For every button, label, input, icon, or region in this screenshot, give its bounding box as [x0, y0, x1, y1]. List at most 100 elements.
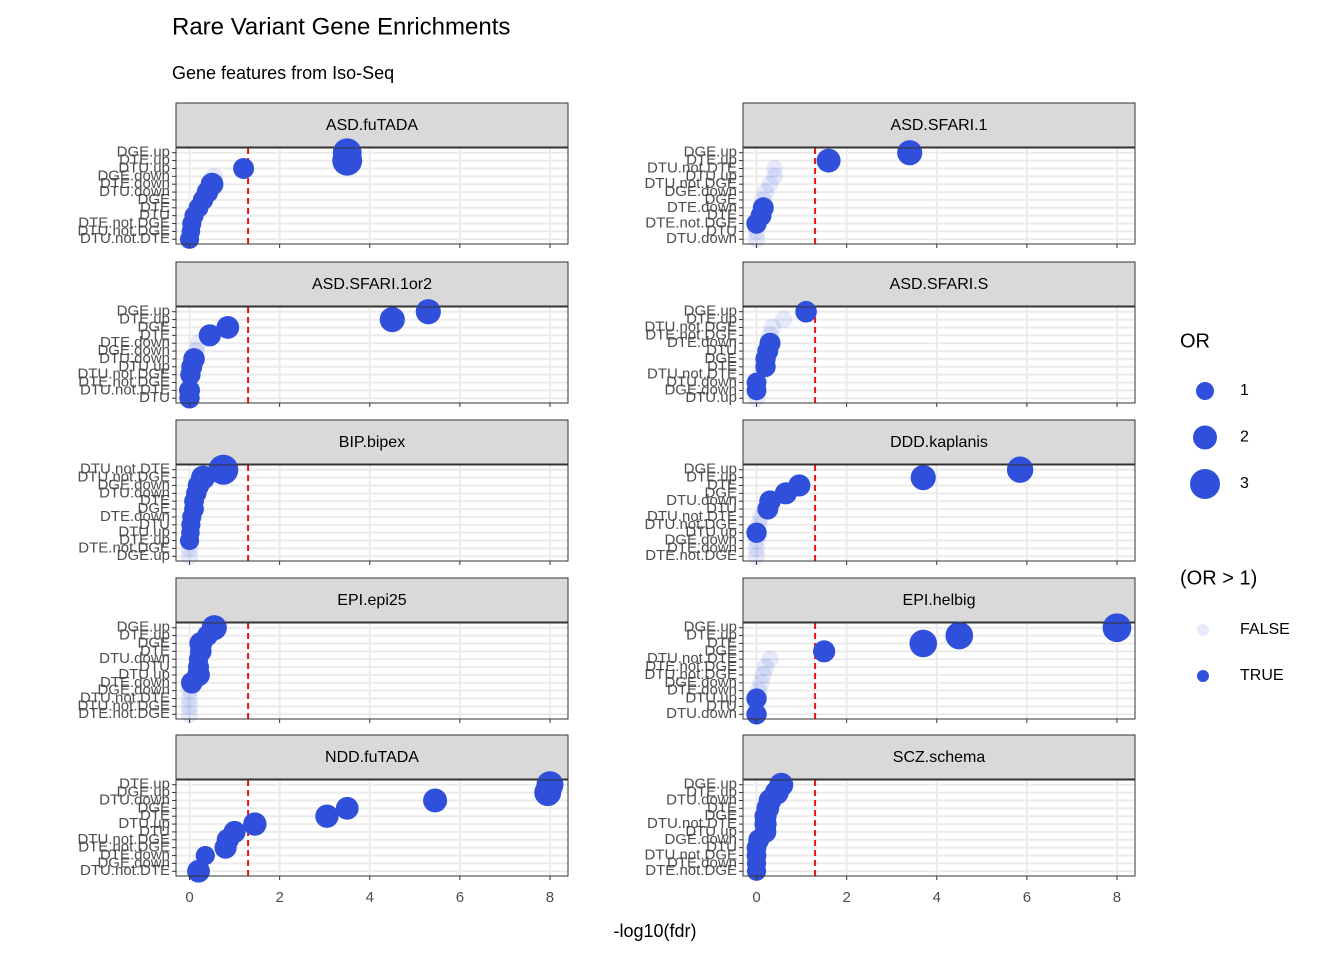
y-tick-label: DTE — [707, 634, 737, 651]
point — [766, 160, 783, 177]
panel-border — [175, 779, 569, 877]
y-tick-label: DGE.up — [117, 144, 170, 161]
y-tick-label: DTE.down — [100, 674, 170, 691]
point — [534, 779, 562, 807]
strip — [742, 261, 1136, 307]
point — [187, 859, 210, 883]
point — [180, 681, 199, 700]
y-tick-label: DGE — [704, 807, 737, 824]
x-tick-label: 4 — [933, 889, 941, 906]
y-tick-label: DGE.up — [684, 461, 737, 478]
y-tick-label: DTU.up — [685, 524, 737, 541]
y-tick-label: DTE — [707, 799, 737, 816]
point — [774, 310, 793, 329]
y-tick-label: DGE — [137, 500, 170, 517]
y-tick-label: DTU.not.DGE — [77, 697, 170, 714]
y-tick-label: DTU.up — [118, 524, 170, 541]
point — [813, 640, 836, 663]
y-tick-label: DTE.down — [667, 334, 737, 351]
point — [214, 836, 237, 859]
y-tick-label: DTE.up — [119, 152, 170, 169]
y-tick-label: DGE.down — [664, 532, 737, 549]
x-tick-label: 6 — [1023, 889, 1031, 906]
strip — [742, 577, 1136, 623]
y-tick-label: DTU — [706, 697, 737, 714]
y-tick-label: DTU.up — [118, 666, 170, 683]
facet-title: SCZ.schema — [893, 749, 986, 766]
point — [233, 157, 255, 179]
y-tick-label: DGE.down — [97, 167, 170, 184]
legend-title: (OR > 1) — [1180, 567, 1257, 589]
y-tick-label: DGE.down — [97, 476, 170, 493]
y-tick-label: DTE.down — [100, 508, 170, 525]
y-tick-label: DTU.down — [666, 374, 737, 391]
y-tick-label: DTE.not.DGE — [645, 326, 737, 343]
y-tick-label: DTE.not.DGE — [78, 374, 170, 391]
y-tick-label: DTU.up — [685, 823, 737, 840]
y-tick-label: DTU.not.DGE — [644, 666, 737, 683]
legend-swatch — [1197, 670, 1209, 682]
point — [332, 145, 363, 176]
y-tick-label: DGE.down — [664, 381, 737, 398]
y-tick-label: DTU.down — [666, 705, 737, 722]
point — [1006, 456, 1034, 483]
y-tick-label: DTU.down — [666, 791, 737, 808]
y-tick-label: DTE.up — [119, 627, 170, 644]
y-tick-label: DTU.not.DTE — [80, 230, 170, 247]
point — [756, 658, 775, 676]
panel-border — [175, 306, 569, 404]
chart-subtitle: Gene features from Iso-Seq — [172, 63, 394, 83]
y-tick-label: DTU.up — [118, 358, 170, 375]
y-tick-label: DGE — [137, 318, 170, 335]
x-tick-label: 8 — [1113, 889, 1121, 906]
point — [795, 300, 817, 323]
legend-swatch — [1190, 469, 1220, 499]
strip — [175, 734, 569, 780]
y-tick-label: DTE — [707, 476, 737, 493]
panel-border — [175, 622, 569, 720]
point — [180, 697, 199, 716]
point — [189, 334, 208, 352]
y-tick-label: DTU — [139, 389, 170, 406]
point — [897, 140, 923, 166]
y-tick-label: DTE.down — [100, 847, 170, 864]
y-tick-label: DTU.not.DTE — [647, 366, 737, 383]
y-tick-label: DTE.down — [100, 334, 170, 351]
point — [754, 666, 772, 684]
y-tick-label: DGE.up — [684, 776, 737, 793]
point — [180, 672, 203, 694]
y-tick-label: DTU.up — [685, 389, 737, 406]
point — [423, 788, 448, 813]
facet-title: NDD.fuTADA — [325, 749, 419, 766]
chart-title: Rare Variant Gene Enrichments — [172, 13, 510, 40]
y-tick-label: DGE — [704, 350, 737, 367]
panel-border — [742, 464, 1136, 562]
y-tick-label: DTU.down — [99, 791, 170, 808]
legend-swatch — [1193, 425, 1217, 450]
facet-title: ASD.SFARI.S — [890, 276, 989, 293]
point — [761, 175, 779, 193]
point — [816, 148, 841, 173]
y-tick-label: DGE.up — [117, 784, 170, 801]
y-tick-label: DTE.up — [686, 627, 737, 644]
strip — [175, 102, 569, 148]
point — [909, 629, 938, 658]
point — [752, 674, 770, 692]
y-tick-label: DTE.not.DGE — [645, 862, 737, 879]
y-tick-label: DTU.not.DGE — [644, 516, 737, 533]
y-tick-label: DTU.down — [666, 230, 737, 247]
y-tick-label: DTU.not.DTE — [647, 508, 737, 525]
point — [747, 539, 766, 558]
y-tick-label: DTU.not.DTE — [80, 862, 170, 879]
strip — [742, 102, 1136, 148]
panel — [743, 780, 1135, 876]
y-tick-label: DTU.not.DTE — [647, 815, 737, 832]
y-tick-label: DTE.down — [667, 682, 737, 699]
point — [315, 804, 339, 828]
point — [747, 531, 766, 550]
legend-swatch — [1197, 624, 1209, 636]
point — [1102, 613, 1132, 643]
legend-label: 2 — [1240, 429, 1249, 446]
panel — [176, 465, 568, 561]
y-tick-label: DTU.not.DGE — [77, 469, 170, 486]
